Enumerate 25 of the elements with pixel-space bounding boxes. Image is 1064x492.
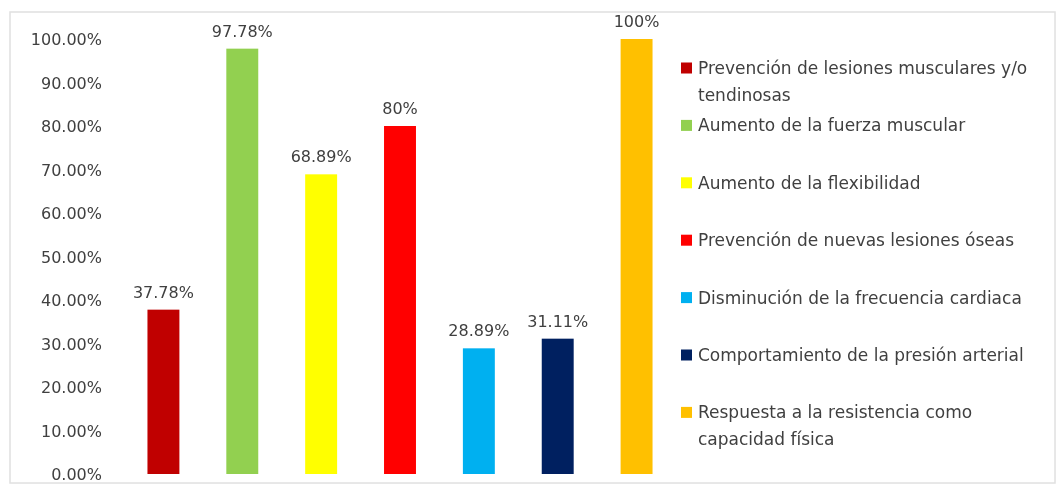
y-tick-label: 60.00%: [40, 203, 102, 223]
y-tick-label: 80.00%: [40, 116, 102, 136]
legend-label: Prevención de nuevas lesiones óseas: [698, 230, 1015, 251]
legend-label: Respuesta a la resistencia como capacidad física: [698, 402, 973, 450]
legend-label: Prevención de lesiones musculares y/o tendinosas: [698, 58, 1028, 105]
y-tick-label: 0.00%: [51, 464, 102, 484]
legend-label: Disminución de la frecuencia cardiaca: [698, 287, 1022, 308]
data-label: 97.78%: [211, 21, 273, 41]
y-tick-label: 20.00%: [40, 377, 102, 397]
legend-label: Aumento de la fuerza muscular: [698, 115, 966, 136]
y-tick-label: 70.00%: [40, 160, 102, 179]
legend-label: Comportamiento de la presión arterial: [698, 345, 1024, 365]
data-label: 37.78%: [132, 282, 194, 302]
y-tick-label: 90.00%: [40, 73, 102, 92]
y-tick-label: 10.00%: [40, 421, 102, 440]
y-tick-label: 100.00%: [30, 29, 102, 49]
data-label: 28.89%: [448, 320, 510, 340]
legend-label: Aumento de la flexibilidad: [698, 172, 921, 193]
data-label: 68.89%: [290, 146, 352, 166]
data-label: 80%: [382, 98, 418, 118]
data-label: 31.11%: [527, 311, 589, 331]
y-tick-label: 40.00%: [40, 290, 102, 310]
data-label: 100%: [613, 11, 660, 31]
y-tick-label: 30.00%: [40, 334, 102, 353]
y-tick-label: 50.00%: [40, 247, 102, 266]
